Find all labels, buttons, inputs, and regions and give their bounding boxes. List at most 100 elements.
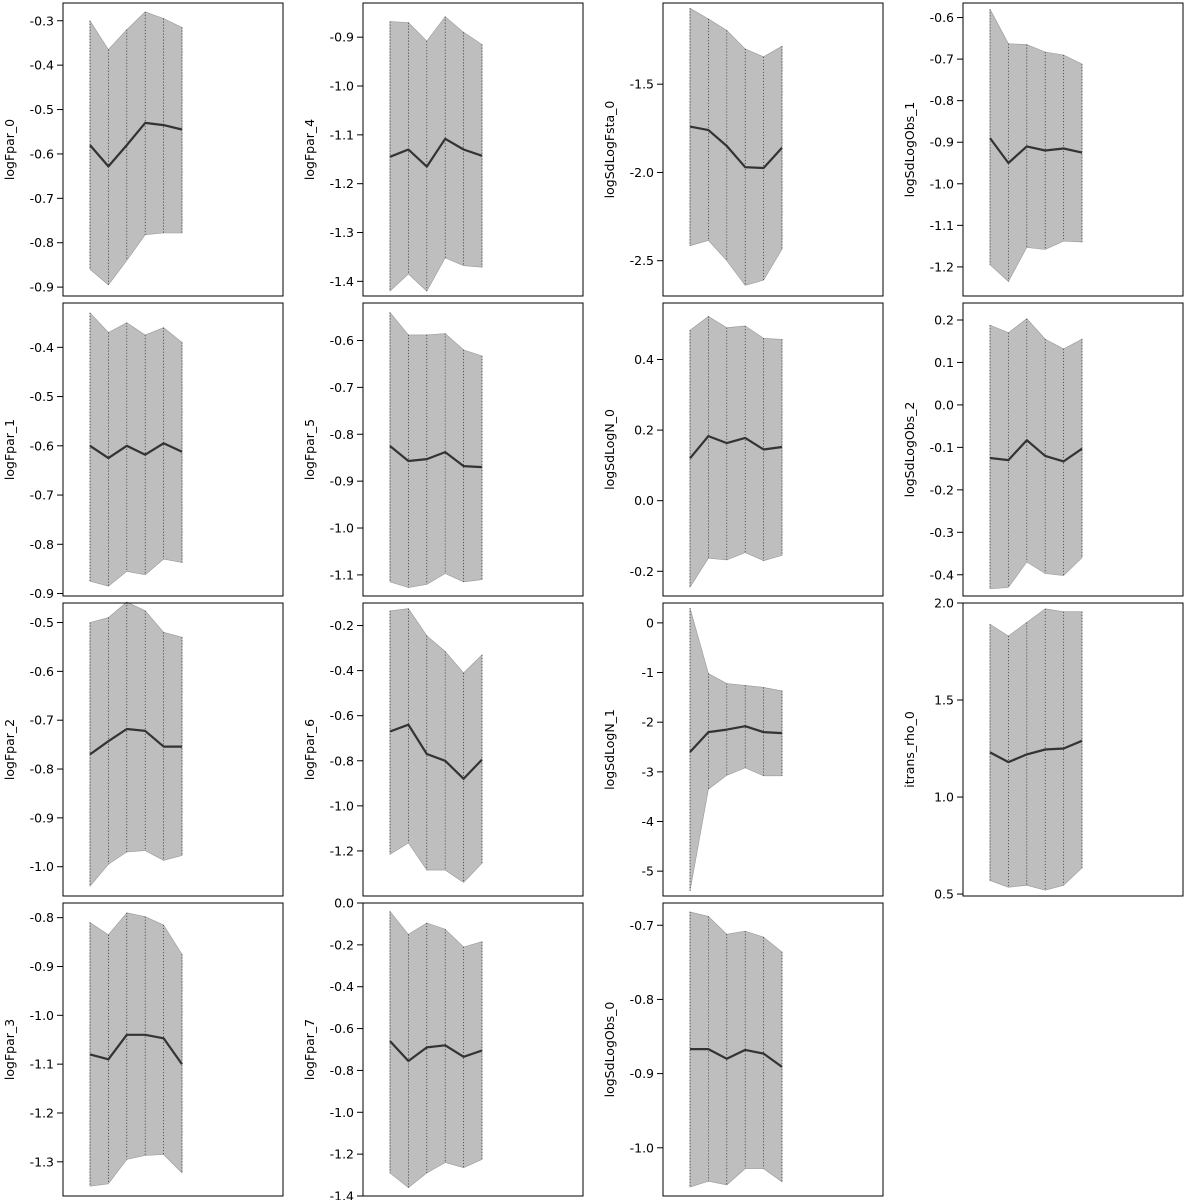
plot-frame [62,2,284,297]
y-tick-label: -1.0 [30,859,54,874]
y-axis-label: logFpar_0 [2,119,17,180]
panel-logSdLogObs_2: -0.4 -0.3 -0.2 -0.1 0.0 0.1 0.2 logSdLogObs_2 [902,302,1184,597]
estimate-line [389,723,483,780]
plot-frame [962,602,1184,897]
y-tick-label: -0.2 [330,937,354,952]
y-tick-label: 0.0 [634,493,654,508]
y-tick-label: -0.2 [330,618,354,633]
y-axis-label: logFpar_7 [302,1019,317,1080]
panel-logFpar_2: -1.0 -0.9 -0.8 -0.7 -0.6 -0.5 logFpar_2 [2,601,284,897]
y-axis-label: logFpar_2 [2,719,17,780]
estimate-line [989,739,1083,764]
y-axis-label: logFpar_1 [2,419,17,480]
y-tick-label: 0 [646,615,654,630]
y-tick-label: -1.2 [930,259,954,274]
y-tick-label: -1.0 [330,1105,354,1120]
estimate-line [989,137,1083,165]
y-tick-label: -5 [642,864,654,879]
panel-itrans_rho_0: 0.5 1.0 1.5 2.0 itrans_rho_0 [902,596,1184,902]
plot-frame [62,302,284,597]
y-tick-label: -0.2 [930,482,954,497]
y-tick-label: -0.9 [930,135,954,150]
y-tick-label: -0.6 [30,664,54,679]
confidence-band [689,7,783,286]
y-tick-label: -0.9 [330,30,354,45]
plot-frame [962,302,1184,597]
y-tick-label: -2.5 [630,253,654,268]
y-axis-label: logFpar_3 [2,1019,17,1080]
estimate-line [389,137,483,168]
y-tick-label: -1.3 [30,1154,54,1169]
y-tick-label: -0.8 [30,910,54,925]
y-axis-label: logFpar_5 [302,419,317,480]
plot-frame [662,2,884,297]
confidence-band [989,608,1083,891]
y-tick-label: -0.8 [330,1063,354,1078]
y-tick-label: -0.6 [330,708,354,723]
confidence-band [89,11,183,286]
plot-frame [362,602,584,897]
panel-logSdLogFsta_0: -2.5 -2.0 -1.5 logSdLogFsta_0 [602,2,884,297]
y-tick-label: -2.0 [630,165,654,180]
y-tick-label: -3 [642,764,654,779]
y-tick-label: -1.2 [330,1147,354,1162]
y-tick-label: -0.7 [30,713,54,728]
y-axis-label: logFpar_4 [302,119,317,180]
y-tick-label: -0.7 [330,380,354,395]
y-tick-label: -1.0 [30,1008,54,1023]
plot-frame [962,2,1184,297]
panel-logFpar_7: -1.4 -1.2 -1.0 -0.8 -0.6 -0.4 -0.2 0.0 logFpar_7 [302,896,584,1200]
y-tick-label: -1.3 [330,225,354,240]
estimate-line [89,727,182,756]
y-tick-label: -0.9 [330,474,354,489]
y-axis-label: logSdLogN_1 [602,709,617,790]
y-tick-label: -0.6 [30,146,54,161]
y-tick-label: 0.2 [634,423,654,438]
y-tick-label: -1 [642,665,654,680]
y-axis-label: itrans_rho_0 [902,711,917,788]
estimate-line [89,121,183,168]
plot-frame [362,902,584,1197]
confidence-band [89,601,183,888]
plot-frame [362,302,584,597]
y-tick-label: -0.6 [930,10,954,25]
panel-logFpar_6: -1.2 -1.0 -0.8 -0.6 -0.4 -0.2 logFpar_6 [302,602,584,897]
y-axis-label: logSdLogFsta_0 [602,101,617,199]
y-tick-label: -0.7 [630,918,654,933]
y-axis-label: logSdLogObs_1 [902,102,917,198]
y-tick-label: 1.0 [934,790,954,805]
confidence-band [989,9,1083,282]
y-tick-label: -0.6 [330,1021,354,1036]
confidence-band [389,608,483,883]
y-tick-label: -0.7 [30,488,54,503]
y-tick-label: -0.8 [330,427,354,442]
panel-logSdLogN_1: -5 -4 -3 -2 -1 0 logSdLogN_1 [602,602,884,897]
y-tick-label: -0.9 [30,586,54,601]
y-tick-label: -1.1 [930,218,954,233]
y-tick-label: -1.2 [330,176,354,191]
y-tick-label: -0.7 [930,52,954,67]
y-tick-label: -0.7 [30,191,54,206]
y-tick-label: -1.0 [330,79,354,94]
estimate-line [89,442,183,460]
y-tick-label: -1.2 [30,1105,54,1120]
y-tick-label: -1.2 [330,843,354,858]
y-tick-label: -0.4 [930,567,954,582]
y-tick-label: -0.8 [330,753,354,768]
panel-logFpar_0: -0.9 -0.8 -0.7 -0.6 -0.5 -0.4 -0.3 logFpar_0 [2,2,284,297]
plot-frame [662,302,884,597]
estimate-line [989,439,1083,463]
y-tick-label: -0.5 [30,389,54,404]
y-tick-label: 0.4 [634,352,654,367]
estimate-line [689,725,783,753]
y-tick-label: -2 [642,715,654,730]
y-tick-label: -0.9 [630,1066,654,1081]
y-tick-label: -0.8 [30,235,54,250]
y-axis-label: logSdLogObs_2 [902,402,917,498]
plot-frame [662,602,884,897]
y-tick-label: -1.4 [330,274,354,289]
y-axis-label: logFpar_6 [302,719,317,780]
y-tick-label: 0.5 [934,887,954,902]
y-tick-label: -0.4 [330,979,354,994]
